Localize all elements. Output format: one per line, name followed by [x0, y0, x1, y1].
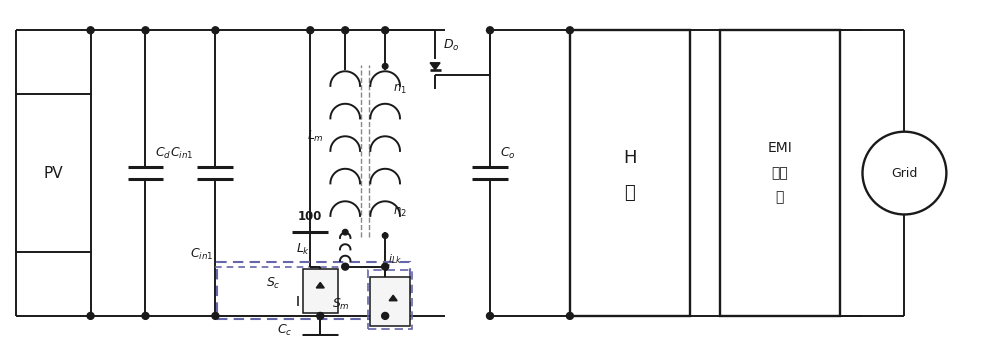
- Text: $C_d$: $C_d$: [155, 146, 172, 161]
- Text: $S_c$: $S_c$: [266, 276, 281, 291]
- Text: $i_{Lk}$: $i_{Lk}$: [388, 252, 402, 266]
- Polygon shape: [430, 63, 440, 70]
- Circle shape: [382, 263, 389, 270]
- Text: 桥: 桥: [624, 184, 635, 202]
- Circle shape: [87, 312, 94, 319]
- Circle shape: [342, 230, 348, 235]
- Circle shape: [862, 132, 946, 215]
- Text: $C_{in1}$: $C_{in1}$: [190, 246, 213, 262]
- Circle shape: [566, 27, 573, 34]
- Bar: [370, 276, 410, 326]
- Text: $D_o$: $D_o$: [443, 37, 460, 53]
- Text: $C_{in1}$: $C_{in1}$: [170, 146, 194, 161]
- Text: 100: 100: [298, 210, 322, 223]
- Text: 器: 器: [775, 191, 784, 205]
- Bar: [303, 269, 338, 313]
- Text: $S_m$: $S_m$: [332, 296, 350, 312]
- Polygon shape: [389, 295, 397, 301]
- Text: 滤波: 滤波: [771, 166, 788, 180]
- Circle shape: [142, 312, 149, 319]
- Bar: [217, 262, 410, 319]
- Text: $n_1$: $n_1$: [393, 83, 407, 96]
- Bar: [570, 30, 690, 316]
- Bar: [368, 270, 412, 329]
- Circle shape: [87, 27, 94, 34]
- Text: $C_o$: $C_o$: [500, 146, 516, 161]
- Circle shape: [487, 27, 494, 34]
- Circle shape: [307, 27, 314, 34]
- Circle shape: [566, 312, 573, 319]
- Text: PV: PV: [43, 166, 63, 181]
- Circle shape: [212, 27, 219, 34]
- Text: $C_c$: $C_c$: [277, 323, 292, 338]
- Text: $L_m$: $L_m$: [307, 129, 324, 144]
- Circle shape: [382, 312, 389, 319]
- Text: EMI: EMI: [767, 141, 792, 155]
- Polygon shape: [316, 283, 324, 288]
- Text: $L_k$: $L_k$: [296, 242, 310, 257]
- Circle shape: [342, 263, 349, 270]
- Circle shape: [212, 312, 219, 319]
- Text: Grid: Grid: [891, 167, 918, 180]
- Circle shape: [142, 27, 149, 34]
- Circle shape: [317, 312, 324, 319]
- Text: H: H: [623, 149, 637, 167]
- Bar: [720, 30, 840, 316]
- Circle shape: [382, 233, 388, 238]
- Bar: [16, 94, 91, 252]
- Circle shape: [382, 27, 389, 34]
- Circle shape: [342, 27, 349, 34]
- Circle shape: [382, 64, 388, 69]
- Text: $n_2$: $n_2$: [393, 206, 407, 219]
- Circle shape: [487, 312, 494, 319]
